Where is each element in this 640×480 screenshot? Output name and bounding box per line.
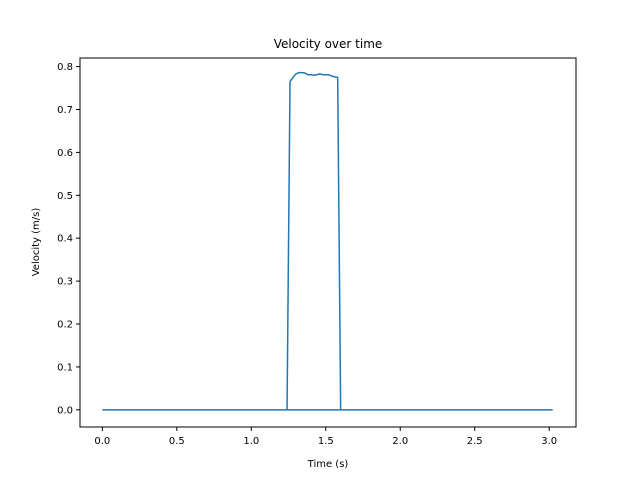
velocity-series-line <box>102 71 553 411</box>
y-tick-label: 0.5 <box>57 191 73 202</box>
y-tick-label: 0.4 <box>57 234 73 245</box>
y-tick-label: 0.7 <box>57 105 73 116</box>
x-axis: 0.0 0.5 1.0 1.5 2.0 2.5 3.0 <box>94 427 557 447</box>
y-tick-label: 0.6 <box>57 148 73 159</box>
y-tick-label: 0.1 <box>57 362 73 373</box>
x-tick-label: 1.0 <box>243 436 259 447</box>
x-tick-label: 3.0 <box>541 436 557 447</box>
y-axis: 0.0 0.1 0.2 0.3 0.4 0.5 0.6 0.7 0.8 <box>57 62 80 416</box>
y-tick-label: 0.2 <box>57 320 73 331</box>
axes-frame <box>79 57 577 428</box>
y-tick-label: 0.3 <box>57 277 73 288</box>
y-tick-label: 0.0 <box>57 405 73 416</box>
y-axis-label: Velocity (m/s) <box>31 208 42 277</box>
y-tick-label: 0.8 <box>57 62 73 73</box>
x-tick-label: 0.5 <box>169 436 185 447</box>
x-axis-label: Time (s) <box>307 459 349 470</box>
chart-title: Velocity over time <box>274 37 383 51</box>
x-tick-label: 0.0 <box>94 436 110 447</box>
x-tick-label: 1.5 <box>318 436 334 447</box>
x-tick-label: 2.5 <box>467 436 483 447</box>
x-tick-label: 2.0 <box>392 436 408 447</box>
plot-area <box>102 71 553 411</box>
